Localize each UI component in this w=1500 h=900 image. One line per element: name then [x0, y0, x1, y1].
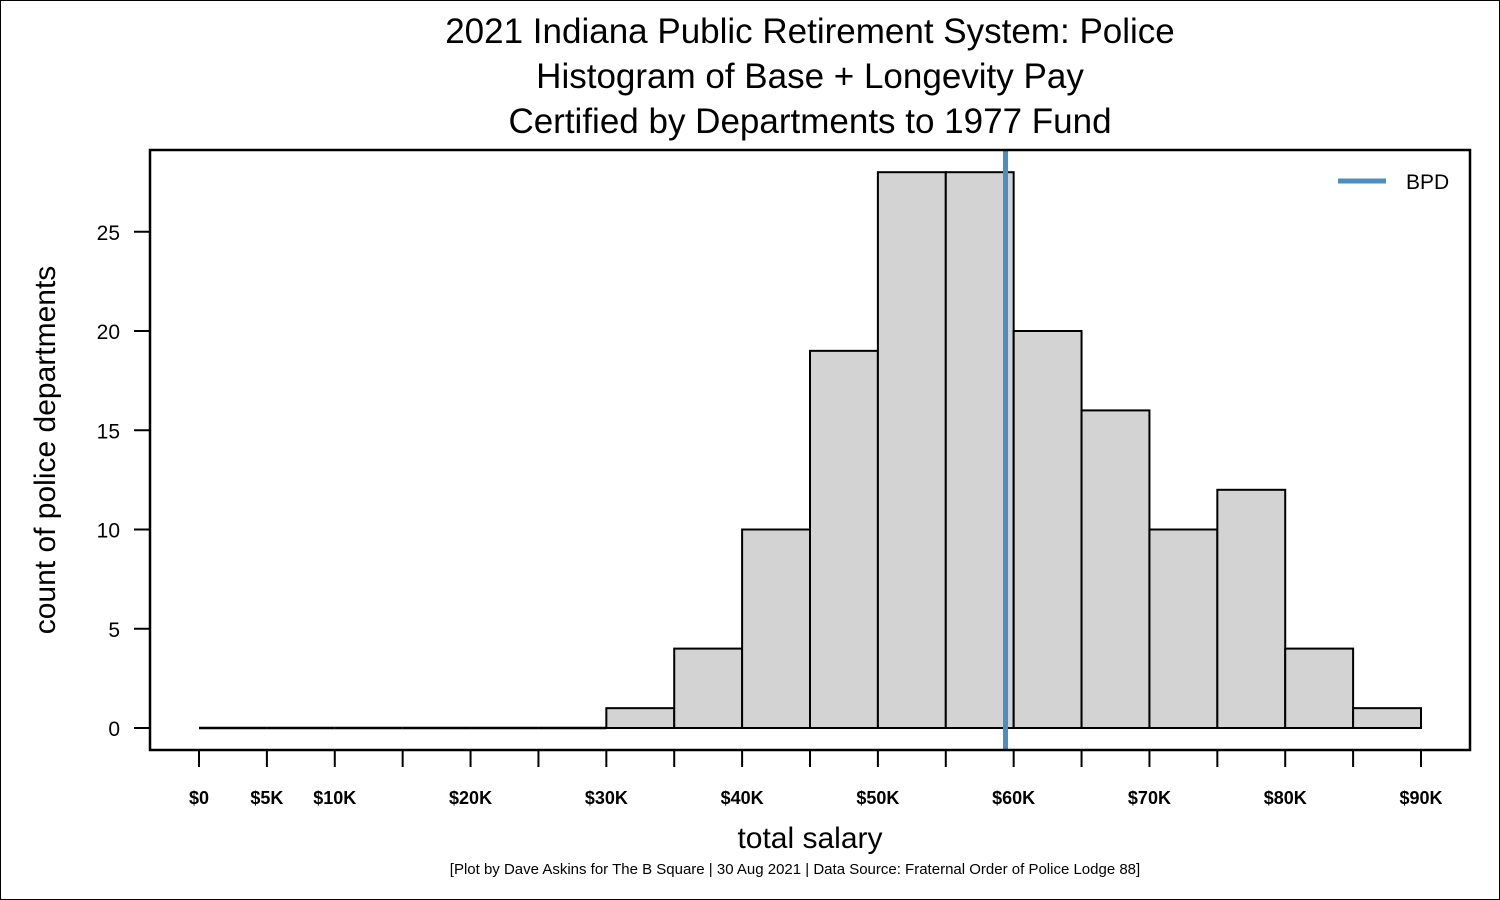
x-tick-label: $70K	[1128, 788, 1171, 808]
x-tick-label: $10K	[313, 788, 356, 808]
histogram-bar	[1012, 330, 1083, 729]
histogram-bar	[1080, 409, 1151, 729]
legend-bpd-label: BPD	[1406, 171, 1449, 194]
x-tick-label: $80K	[1264, 788, 1307, 808]
x-axis-label: total salary	[737, 822, 882, 855]
y-tick-label: 25	[97, 222, 120, 245]
x-tick-label: $40K	[721, 788, 764, 808]
histogram-bars	[199, 171, 1422, 730]
x-tick-label: $30K	[585, 788, 628, 808]
y-tick-label: 5	[108, 619, 120, 642]
x-tick-label: $0	[189, 788, 209, 808]
x-tick-label: $50K	[856, 788, 899, 808]
x-axis: $0 $5K $10K $20K $30K $40K $50K $60K $70K $80K $90…	[189, 750, 1443, 808]
x-tick-label: $60K	[992, 788, 1035, 808]
y-axis: 0 5 10 15 20 25	[97, 222, 150, 741]
y-tick-label: 20	[97, 321, 120, 344]
y-tick-label: 15	[97, 420, 120, 443]
chart-title-line-1: 2021 Indiana Public Retirement System: P…	[445, 12, 1175, 51]
y-tick-label: 0	[108, 718, 120, 741]
histogram-bar	[809, 349, 879, 729]
histogram-bar	[673, 647, 744, 729]
histogram-bar	[1216, 488, 1287, 729]
histogram-bar	[605, 707, 676, 730]
histogram-bar	[876, 171, 947, 729]
y-axis-label: count of police departments	[29, 266, 62, 635]
legend: BPD	[1338, 171, 1449, 194]
chart-title-line-2: Histogram of Base + Longevity Pay	[536, 57, 1084, 96]
histogram-bar	[1148, 528, 1219, 729]
x-tick-label: $5K	[250, 788, 283, 808]
chart-title-line-3: Certified by Departments to 1977 Fund	[508, 102, 1112, 141]
y-tick-label: 10	[97, 520, 120, 543]
credit-line: [Plot by Dave Askins for The B Square | …	[449, 861, 1141, 878]
x-tick-label: $90K	[1399, 788, 1442, 808]
histogram-bar	[1352, 707, 1422, 730]
x-tick-label: $20K	[449, 788, 492, 808]
histogram-bar	[1284, 647, 1355, 729]
histogram-bar	[741, 528, 811, 729]
